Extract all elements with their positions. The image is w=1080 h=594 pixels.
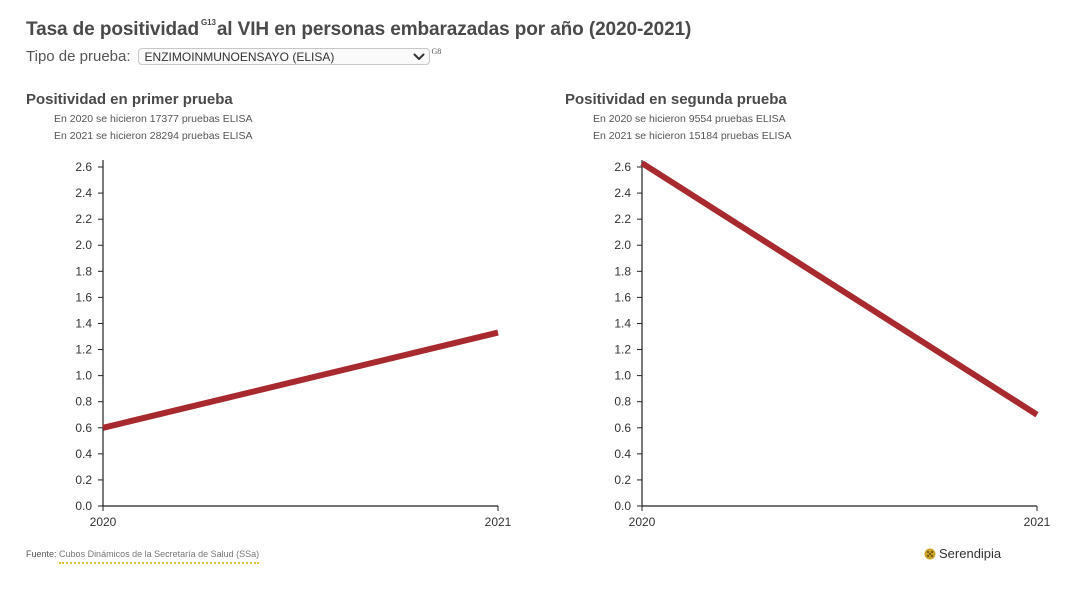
- chart-2-y-tick-label: 1.6: [614, 290, 631, 304]
- filter-label: Tipo de prueba:: [26, 48, 131, 65]
- chart-1-y-tick-label: 2.6: [75, 160, 92, 174]
- test-type-filter: Tipo de prueba: ENZIMOINMUNOENSAYO (ELIS…: [26, 47, 442, 65]
- filter-footnote-ref[interactable]: G8: [431, 47, 442, 56]
- chart-1-x-tick-label: 2020: [90, 515, 117, 529]
- test-type-select[interactable]: ENZIMOINMUNOENSAYO (ELISA): [137, 48, 430, 65]
- chart-2-y-tick-label: 1.4: [614, 316, 631, 330]
- chart-2-x-tick-label: 2020: [629, 515, 656, 529]
- panel-2-title: Positividad en segunda prueba: [565, 91, 787, 108]
- serendipia-logo-icon: [924, 548, 936, 559]
- chart-2-y-tick-label: 0.0: [614, 499, 631, 513]
- title-part-1: Tasa de positividad: [26, 19, 200, 40]
- title-footnote-ref[interactable]: G13: [201, 18, 216, 27]
- chart-2-y-tick-label: 2.2: [614, 212, 631, 226]
- chart-2-y-tick-label: 0.4: [614, 447, 631, 461]
- chart-2-y-tick-label: 1.2: [614, 343, 631, 357]
- chart-1-y-tick-label: 1.6: [75, 290, 92, 304]
- chart-1-series-line: [102, 329, 499, 431]
- panel-1-title: Positividad en primer prueba: [26, 91, 233, 108]
- chart-2-y-tick-label: 2.6: [614, 160, 631, 174]
- chart-1-y-tick-label: 1.8: [75, 264, 92, 278]
- chart-2-x-tick-label: 2021: [1024, 515, 1051, 529]
- chart-1-y-tick-label: 2.0: [75, 238, 92, 252]
- panel-1-note-2020: En 2020 se hicieron 17377 pruebas ELISA: [54, 113, 253, 125]
- chart-2: 0.0 0.2 0.4 0.6 0.8 1.0 1.2 1.4 1.6 1.8 2.0 2.2 2.4 2…: [614, 160, 1051, 529]
- chart-2-y-tick-label: 0.6: [614, 421, 631, 435]
- chart-1-y-tick-label: 1.4: [75, 316, 92, 330]
- chart-1-y-tick-label: 1.0: [75, 369, 92, 383]
- brand-name: Serendipia: [939, 546, 1002, 561]
- chart-1-y-tick-label: 0.2: [75, 473, 92, 487]
- chart-2-y-tick-label: 1.8: [614, 264, 631, 278]
- source-label: Fuente:: [26, 549, 57, 559]
- source-link[interactable]: Cubos Dinámicos de la Secretaría de Salu…: [59, 549, 260, 564]
- chart-1-y-tick-label: 0.8: [75, 395, 92, 409]
- title-part-2: al VIH en personas embarazadas por año (…: [216, 19, 692, 40]
- chart-2-series-line: [640, 160, 1039, 418]
- chart-2-y-tick-label: 0.2: [614, 473, 631, 487]
- chevron-down-icon: [413, 53, 425, 61]
- chart-1-y-tick-label: 2.2: [75, 212, 92, 226]
- chart-2-y-tick-label: 2.4: [614, 186, 631, 200]
- chart-1-y-tick-label: 1.2: [75, 343, 92, 357]
- chart-2-y-tick-label: 2.0: [614, 238, 631, 252]
- chart-2-y-tick-label: 0.8: [614, 395, 631, 409]
- chart-1-y-tick-label: 0.0: [75, 499, 92, 513]
- chart-title: Tasa de positividad G13al VIH en personas…: [26, 18, 691, 41]
- chart-1-y-tick-label: 0.4: [75, 447, 92, 461]
- panel-1-note-2021: En 2021 se hicieron 28294 pruebas ELISA: [54, 130, 253, 142]
- panel-2-note-2020: En 2020 se hicieron 9554 pruebas ELISA: [593, 113, 786, 125]
- brand-logo[interactable]: Serendipia: [924, 546, 1001, 561]
- line-charts: 0.0 0.2 0.4 0.6 0.8 1.0 1.2 1.4 1.6 1.8 2.0 2.2 2.4 2…: [75, 160, 1051, 529]
- select-value: ENZIMOINMUNOENSAYO (ELISA): [144, 49, 335, 64]
- panel-2-note-2021: En 2021 se hicieron 15184 pruebas ELISA: [593, 130, 792, 142]
- chart-2-y-tick-label: 1.0: [614, 369, 631, 383]
- chart-1-y-tick-label: 0.6: [75, 421, 92, 435]
- source-note: Fuente: Cubos Dinámicos de la Secretaría…: [26, 549, 260, 564]
- chart-1-x-tick-label: 2021: [485, 515, 512, 529]
- chart-1: 0.0 0.2 0.4 0.6 0.8 1.0 1.2 1.4 1.6 1.8 2.0 2.2 2.4 2…: [75, 160, 512, 529]
- chart-1-y-tick-label: 2.4: [75, 186, 92, 200]
